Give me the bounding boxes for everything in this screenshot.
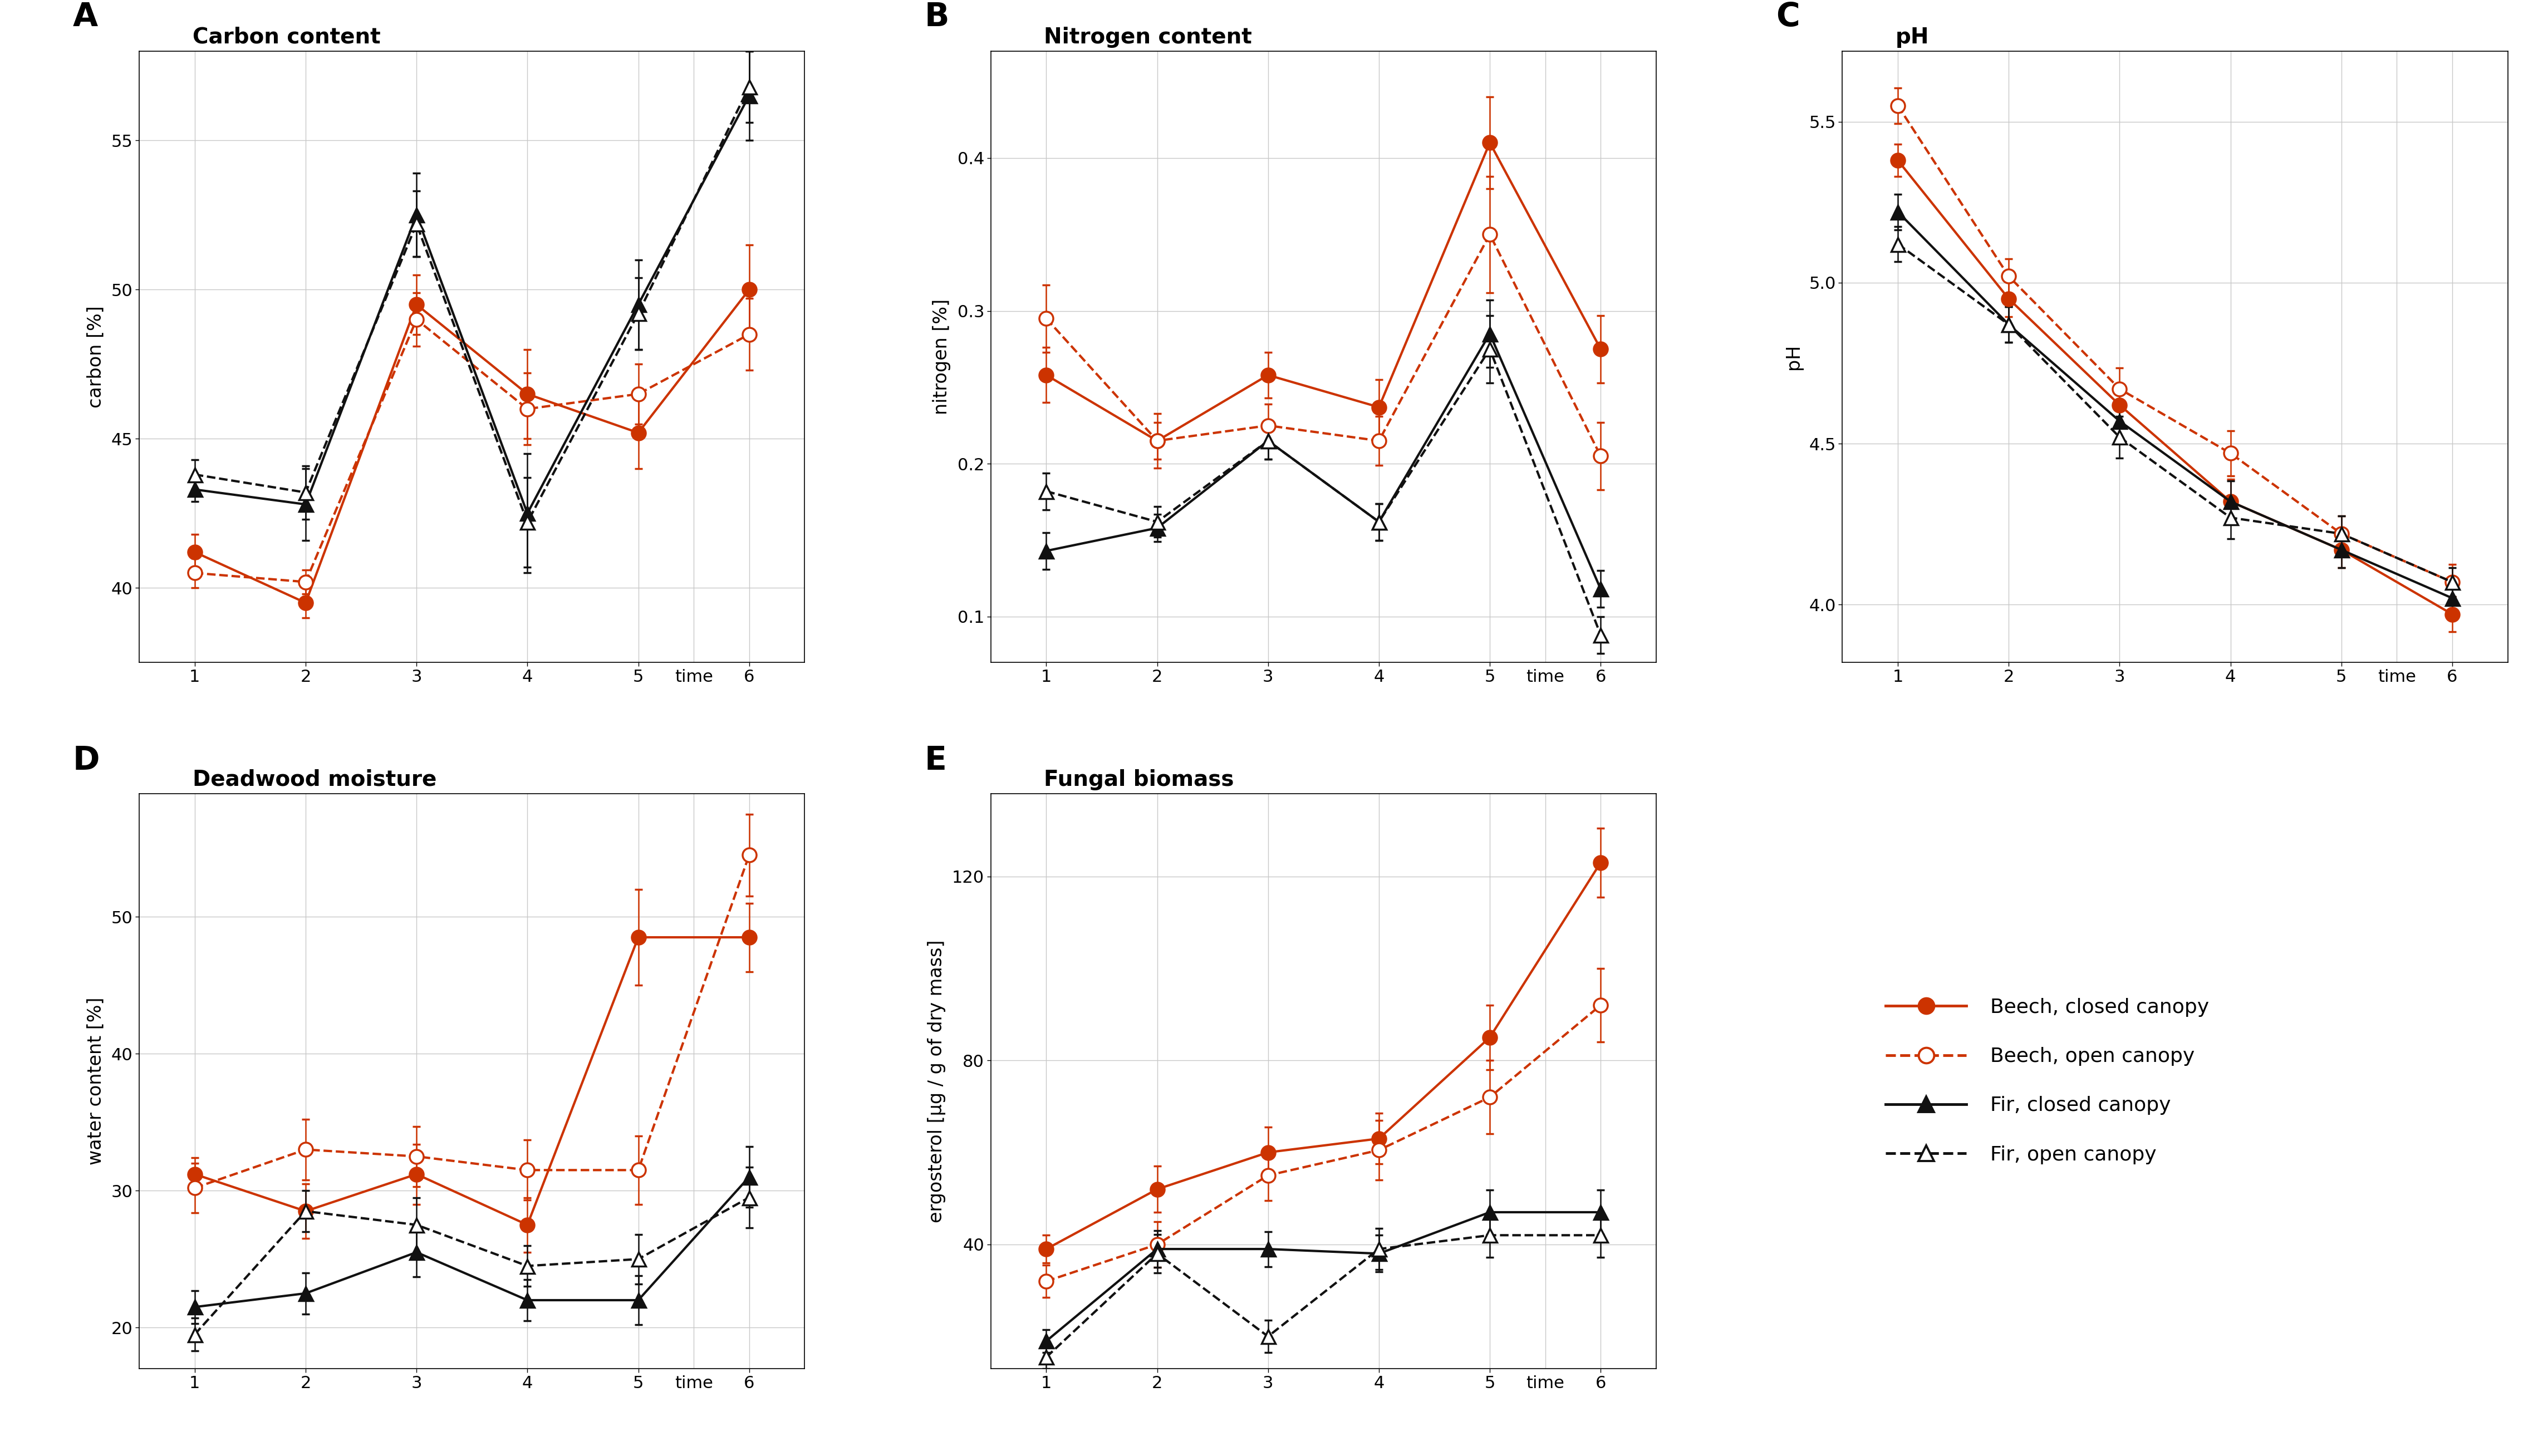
Text: Carbon content: Carbon content [193, 26, 380, 48]
Y-axis label: pH: pH [1783, 344, 1803, 370]
Y-axis label: nitrogen [%]: nitrogen [%] [932, 298, 950, 415]
Y-axis label: water content [%]: water content [%] [86, 997, 104, 1165]
Text: E: E [925, 744, 947, 776]
Text: Fungal biomass: Fungal biomass [1044, 769, 1234, 791]
Text: B: B [925, 1, 950, 32]
Text: C: C [1776, 1, 1798, 32]
Y-axis label: carbon [%]: carbon [%] [86, 306, 104, 408]
Y-axis label: ergosterol [µg / g of dry mass]: ergosterol [µg / g of dry mass] [927, 939, 945, 1223]
Text: Nitrogen content: Nitrogen content [1044, 26, 1251, 48]
Text: A: A [73, 1, 99, 32]
Text: D: D [73, 744, 99, 776]
Legend: Beech, closed canopy, Beech, open canopy, Fir, closed canopy, Fir, open canopy: Beech, closed canopy, Beech, open canopy… [1877, 990, 2216, 1172]
Text: Deadwood moisture: Deadwood moisture [193, 769, 436, 791]
Text: pH: pH [1895, 26, 1930, 48]
